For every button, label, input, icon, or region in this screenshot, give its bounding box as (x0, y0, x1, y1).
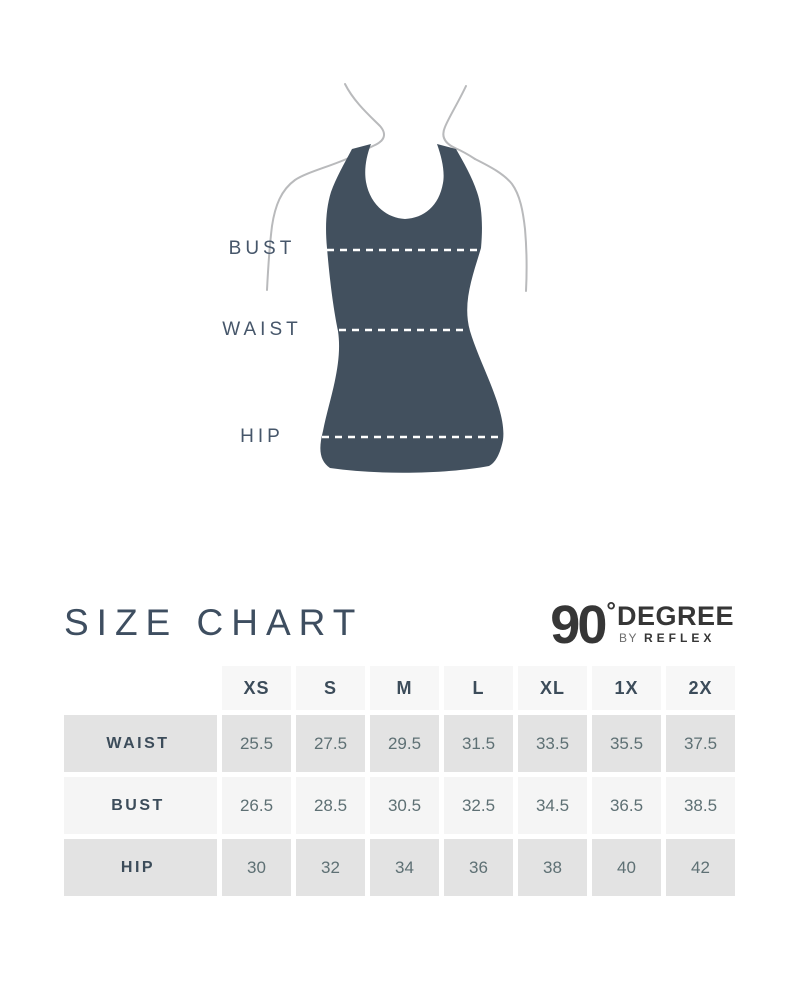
size-value-cell: 37.5 (666, 715, 735, 772)
measurement-row-label: WAIST (64, 715, 217, 772)
size-column-header: M (370, 666, 439, 710)
size-value-cell: 34.5 (518, 777, 587, 834)
tank-top-shape (320, 144, 504, 473)
measurement-lines (322, 248, 505, 439)
size-value-cell: 38.5 (666, 777, 735, 834)
logo-name: DEGREE (616, 601, 734, 631)
size-value-cell: 28.5 (296, 777, 365, 834)
size-value-cell: 29.5 (370, 715, 439, 772)
size-value-cell: 40 (592, 839, 661, 896)
size-value-cell: 36.5 (592, 777, 661, 834)
size-value-cell: 30.5 (370, 777, 439, 834)
size-value-cell: 26.5 (222, 777, 291, 834)
size-column-header: XL (518, 666, 587, 710)
size-column-header: 2X (666, 666, 735, 710)
size-column-header: XS (222, 666, 291, 710)
size-chart-illustration (266, 83, 528, 473)
logo-number: 90 (550, 595, 607, 655)
size-value-cell: 35.5 (592, 715, 661, 772)
size-value-cell: 38 (518, 839, 587, 896)
waist-label: WAIST (222, 319, 302, 340)
size-chart-table: XS S M L XL 1X 2X WAIST 25.5 27.5 29.5 31.5 33.5 35.5… (64, 666, 735, 896)
mannequin-shoulder-arm-right (474, 158, 528, 292)
size-value-cell: 25.5 (222, 715, 291, 772)
measurement-row-label: HIP (64, 839, 217, 896)
logo-byline: BY REFLEX (617, 631, 734, 645)
size-value-cell: 33.5 (518, 715, 587, 772)
logo-byline-reflex: REFLEX (643, 631, 716, 645)
size-value-cell: 27.5 (296, 715, 365, 772)
page-title: SIZE CHART (64, 602, 364, 643)
mannequin-neck-right (442, 85, 476, 160)
size-value-cell: 36 (444, 839, 513, 896)
size-column-header: 1X (592, 666, 661, 710)
degree-mark-icon: ° (606, 598, 616, 625)
size-value-cell: 32 (296, 839, 365, 896)
hip-label: HIP (240, 426, 284, 447)
mannequin-shoulder-arm-left (266, 156, 352, 291)
table-corner-cell (64, 666, 217, 710)
size-value-cell: 32.5 (444, 777, 513, 834)
measurement-row-label: BUST (64, 777, 217, 834)
size-value-cell: 34 (370, 839, 439, 896)
bust-label: BUST (228, 238, 296, 259)
logo-byline-by: BY (618, 631, 638, 645)
logo-wordmark: DEGREE BY REFLEX (616, 601, 734, 646)
size-column-header: L (444, 666, 513, 710)
size-value-cell: 31.5 (444, 715, 513, 772)
size-column-header: S (296, 666, 365, 710)
size-value-cell: 30 (222, 839, 291, 896)
brand-logo: 90 ° DEGREE BY REFLEX (550, 595, 734, 655)
size-value-cell: 42 (666, 839, 735, 896)
